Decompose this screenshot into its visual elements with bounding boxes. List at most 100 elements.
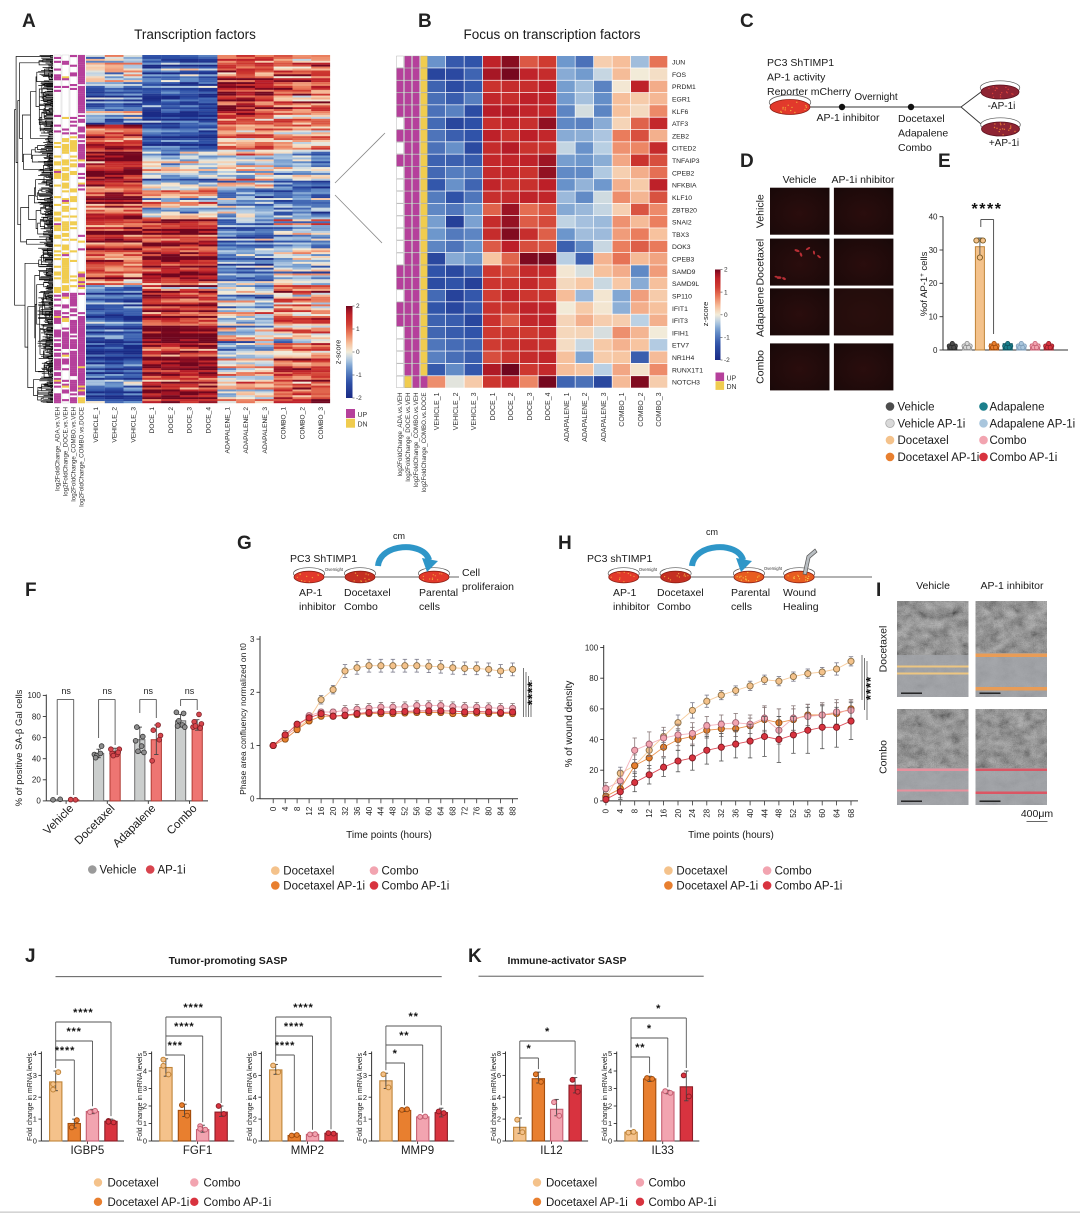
svg-text:Tumor-promoting SASP: Tumor-promoting SASP [169,955,288,967]
svg-text:COMBO_1: COMBO_1 [281,407,288,440]
svg-text:Overnight: Overnight [854,92,898,103]
svg-text:DOCE_2: DOCE_2 [168,407,175,434]
svg-text:Time points (hours): Time points (hours) [688,830,774,841]
svg-text:6: 6 [253,1071,257,1080]
svg-text:4: 4 [281,806,290,811]
svg-text:****: **** [863,676,878,700]
svg-text:3: 3 [363,1071,367,1080]
svg-text:Adapalene: Adapalene [111,803,158,850]
svg-text:20: 20 [929,279,938,288]
svg-text:Docetaxel: Docetaxel [676,866,727,878]
svg-text:Vehicle: Vehicle [42,803,77,838]
svg-text:2: 2 [356,303,360,310]
svg-text:AP-1i nhibitor: AP-1i nhibitor [831,174,895,186]
svg-text:8: 8 [631,808,640,813]
svg-text:ADAPALENE_2: ADAPALENE_2 [243,407,250,454]
svg-text:24: 24 [688,808,697,817]
svg-text:Combo: Combo [204,1178,241,1190]
svg-text:****: **** [525,681,540,705]
svg-text:4: 4 [33,1049,37,1058]
svg-text:Fold change in mRNA levels: Fold change in mRNA levels [491,1053,498,1141]
svg-text:KLF10: KLF10 [672,195,692,202]
svg-text:0: 0 [253,1137,257,1146]
svg-text:60: 60 [818,808,827,817]
svg-text:52: 52 [401,806,410,815]
svg-text:Fold change in mRNA levels: Fold change in mRNA levels [27,1053,34,1141]
svg-text:60: 60 [32,733,41,742]
svg-text:Combo AP-1i: Combo AP-1i [990,452,1058,464]
svg-text:log2FoldChange_DOCE.vs.VEH: log2FoldChange_DOCE.vs.VEH [63,407,70,496]
svg-text:32: 32 [341,806,350,815]
svg-text:MMP9: MMP9 [401,1145,434,1157]
svg-text:COMBO_2: COMBO_2 [299,407,306,440]
svg-text:DOK3: DOK3 [672,244,691,251]
svg-text:UP: UP [358,412,368,419]
svg-text:Time points (hours): Time points (hours) [346,830,432,841]
svg-text:5: 5 [143,1049,147,1058]
svg-text:0: 0 [143,1137,147,1146]
svg-text:0: 0 [602,808,611,813]
svg-text:PRDM1: PRDM1 [672,84,696,91]
svg-text:log2FoldChange_COMBO.vs.DOCE: log2FoldChange_COMBO.vs.DOCE [79,407,86,507]
svg-text:48: 48 [389,806,398,815]
svg-text:+AP-1i: +AP-1i [989,138,1019,149]
svg-text:20: 20 [674,808,683,817]
svg-text:1: 1 [33,1115,37,1124]
svg-text:****: **** [183,1002,203,1014]
svg-text:AP-1 activity: AP-1 activity [767,72,826,84]
svg-text:****: **** [284,1021,304,1033]
svg-text:Docetaxel AP-1i: Docetaxel AP-1i [676,880,758,892]
svg-text:D: D [740,151,754,172]
svg-text:VEHICLE_1: VEHICLE_1 [434,392,441,430]
svg-text:1: 1 [356,326,360,333]
svg-text:PC3 shTIMP1: PC3 shTIMP1 [587,553,653,565]
svg-text:Vehicle: Vehicle [100,865,137,877]
svg-text:36: 36 [353,806,362,815]
svg-text:72: 72 [461,806,470,815]
svg-text:DOCE_4: DOCE_4 [206,407,213,434]
svg-text:UP: UP [727,375,737,382]
svg-text:DOCE_1: DOCE_1 [490,392,497,420]
svg-text:Docetaxel AP-1i: Docetaxel AP-1i [283,880,365,892]
svg-text:AP-1 inhibitor: AP-1 inhibitor [816,112,880,124]
svg-text:IFIT1: IFIT1 [672,306,688,313]
svg-text:JUN: JUN [672,60,685,67]
svg-text:*: * [393,1048,398,1060]
svg-text:ns: ns [144,686,154,696]
svg-text:6: 6 [497,1071,501,1080]
svg-text:44: 44 [760,808,769,817]
svg-text:-1: -1 [724,335,730,342]
svg-text:80: 80 [32,712,41,721]
svg-text:0: 0 [594,797,599,806]
svg-text:A: A [22,11,36,32]
svg-text:Combo AP-1i: Combo AP-1i [204,1197,272,1209]
svg-text:**: ** [399,1030,409,1042]
svg-text:cm: cm [393,531,405,541]
svg-text:Combo: Combo [344,601,378,613]
svg-text:30: 30 [929,246,938,255]
svg-text:32: 32 [717,808,726,817]
svg-text:NOTCH3: NOTCH3 [672,380,700,387]
svg-text:% of positive SA-β Gal cells: % of positive SA-β Gal cells [14,689,25,806]
svg-text:Fold change in mRNA levels: Fold change in mRNA levels [247,1053,254,1141]
svg-text:AP-1i: AP-1i [158,865,186,877]
svg-text:-2: -2 [724,357,730,364]
svg-text:8: 8 [253,1049,257,1058]
svg-text:Docetaxel: Docetaxel [344,587,391,599]
svg-text:1: 1 [250,741,255,750]
svg-text:20: 20 [329,806,338,815]
svg-text:Immune-activator SASP: Immune-activator SASP [507,955,626,967]
svg-text:Combo: Combo [990,435,1027,447]
svg-text:CITED2: CITED2 [672,146,696,153]
svg-text:PC3 ShTIMP1: PC3 ShTIMP1 [290,553,357,565]
svg-text:SAMD9: SAMD9 [672,269,696,276]
svg-text:E: E [938,151,951,172]
svg-text:Focus on transcription factors: Focus on transcription factors [463,27,640,42]
svg-text:4: 4 [143,1067,147,1076]
svg-text:Docetaxel: Docetaxel [108,1178,159,1190]
svg-text:Overnight: Overnight [639,567,658,572]
svg-text:DOCE_3: DOCE_3 [187,407,194,434]
svg-text:Wound: Wound [783,587,816,599]
svg-text:8: 8 [293,806,302,811]
svg-text:88: 88 [508,806,517,815]
